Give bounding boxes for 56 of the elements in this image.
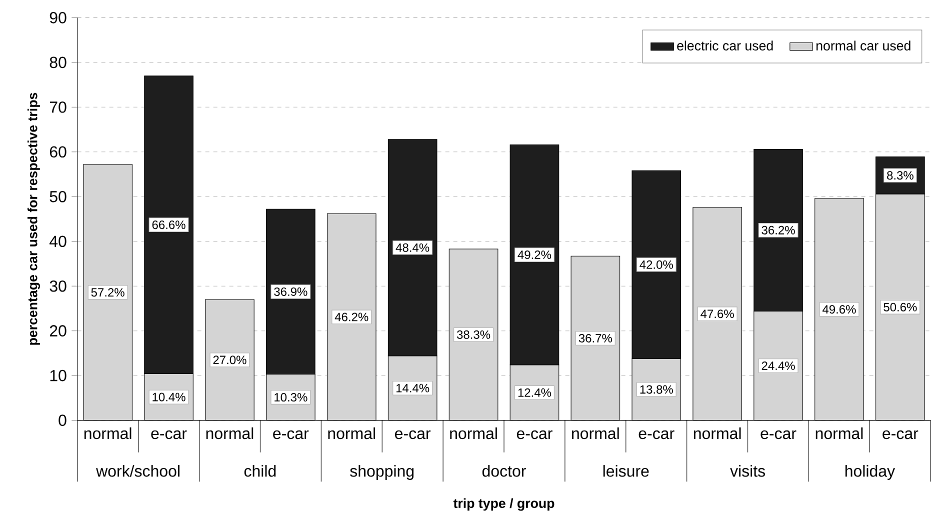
legend-label: normal car used bbox=[816, 40, 910, 50]
x-tick-label: e-car bbox=[760, 430, 796, 440]
data-label: 8.3% bbox=[887, 171, 914, 180]
text: holiday bbox=[845, 465, 896, 480]
data-label: 12.4% bbox=[518, 388, 552, 397]
x-tick-label: e-car bbox=[882, 430, 918, 440]
y-tick-label: 60 bbox=[50, 146, 66, 158]
data-label: 48.4% bbox=[396, 243, 430, 252]
y-tick-label: 0 bbox=[58, 414, 66, 426]
y-tick-label: 50 bbox=[50, 190, 66, 202]
y-axis-title: percentage car used for respective trips bbox=[28, 92, 40, 345]
legend-label: electric car used bbox=[677, 40, 773, 50]
data-label: 47.6% bbox=[700, 310, 734, 318]
x-tick-label: normal bbox=[816, 427, 863, 440]
y-tick-label: 80 bbox=[50, 56, 66, 68]
text: child bbox=[244, 465, 276, 477]
x-tick-label: normal bbox=[572, 427, 619, 440]
x-tick-label: e-car bbox=[151, 430, 187, 440]
x-tick-label: normal bbox=[450, 427, 497, 440]
text: doctor bbox=[482, 465, 526, 477]
x-tick-label: normal bbox=[84, 427, 132, 440]
data-label: 36.2% bbox=[762, 226, 795, 234]
y-tick-label: 20 bbox=[50, 325, 66, 336]
y-tick-label: 10 bbox=[50, 370, 66, 382]
data-label: 42.0% bbox=[640, 260, 673, 269]
data-label: 66.6% bbox=[152, 220, 186, 230]
text: leisure bbox=[603, 465, 649, 477]
data-label: 57.2% bbox=[91, 288, 124, 297]
x-tick-label: normal bbox=[206, 427, 254, 440]
x-tick-label: normal bbox=[694, 427, 741, 440]
y-tick-label: 40 bbox=[50, 236, 66, 248]
data-label: 24.4% bbox=[762, 362, 795, 370]
data-label: 27.0% bbox=[213, 356, 246, 364]
x-tick-label: e-car bbox=[516, 430, 552, 440]
data-label: 36.7% bbox=[578, 334, 612, 342]
y-tick-label: 30 bbox=[50, 280, 66, 292]
y-tick-label: 90 bbox=[50, 12, 66, 24]
data-label: 10.4% bbox=[152, 392, 186, 402]
data-label: 49.6% bbox=[822, 305, 856, 314]
data-label: 38.3% bbox=[456, 330, 490, 339]
data-label: 46.2% bbox=[334, 312, 368, 322]
text: visits bbox=[730, 465, 766, 477]
data-label: 50.6% bbox=[884, 302, 917, 312]
data-label: 49.2% bbox=[518, 250, 552, 260]
data-label: 13.8% bbox=[640, 385, 673, 394]
data-label: 36.9% bbox=[274, 287, 308, 296]
x-tick-label: e-car bbox=[395, 430, 431, 440]
x-tick-label: e-car bbox=[273, 430, 309, 440]
x-tick-label: e-car bbox=[638, 430, 674, 440]
x-tick-label: normal bbox=[328, 427, 376, 440]
text: shopping bbox=[350, 465, 414, 480]
x-axis-title: trip type / group bbox=[453, 498, 554, 511]
y-tick-label: 70 bbox=[50, 101, 66, 113]
data-label: 10.3% bbox=[274, 393, 308, 402]
text: work/school bbox=[96, 465, 180, 477]
data-label: 14.4% bbox=[396, 384, 430, 392]
